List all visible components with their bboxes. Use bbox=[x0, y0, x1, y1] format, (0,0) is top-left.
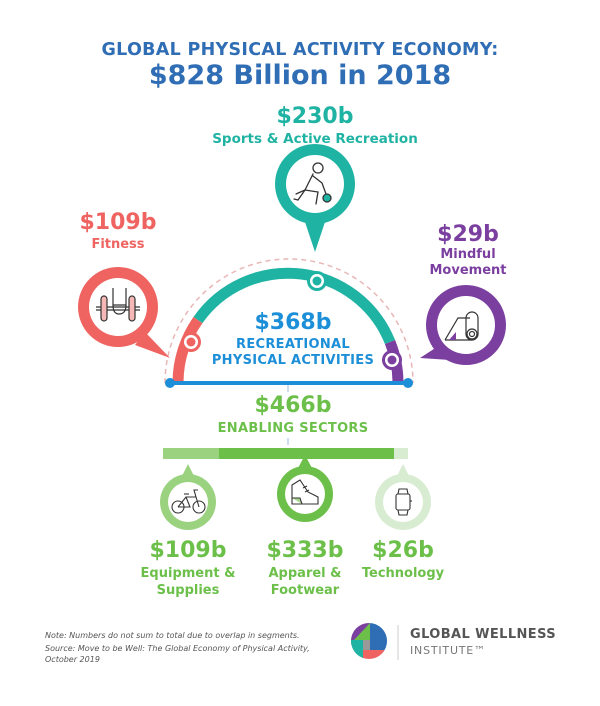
sports-value: $230b bbox=[276, 104, 354, 129]
dashed-outer-arc bbox=[164, 258, 414, 384]
recreational-value: $368b bbox=[254, 310, 332, 335]
sports-arc bbox=[193, 267, 396, 345]
apparel-bar-segment bbox=[219, 448, 394, 459]
yoga-mat-icon bbox=[444, 311, 479, 341]
mindful-node-marker bbox=[382, 350, 402, 370]
technology-label: Technology bbox=[361, 566, 445, 581]
logo-text-line1: GLOBAL WELLNESS bbox=[410, 627, 557, 642]
equipment-value: $109b bbox=[149, 538, 227, 563]
sports-pin bbox=[275, 144, 355, 252]
fitness-node-marker bbox=[181, 332, 201, 352]
enabling-label: ENABLING SECTORS bbox=[217, 421, 369, 436]
fitness-label: Fitness bbox=[91, 237, 145, 252]
sneaker-icon bbox=[291, 479, 319, 505]
dumbbell-icon bbox=[96, 288, 140, 322]
athlete-dribbling-icon bbox=[293, 162, 332, 205]
mindful-pin bbox=[420, 285, 506, 365]
apparel-value: $333b bbox=[266, 538, 344, 563]
mindful-value: $29b bbox=[437, 222, 499, 247]
mindful-label-line2: Movement bbox=[429, 263, 507, 278]
technology-bar-segment bbox=[394, 448, 408, 459]
fitness-pin bbox=[78, 267, 170, 358]
apparel-label-line2: Footwear bbox=[270, 583, 340, 598]
sports-node-marker bbox=[307, 271, 327, 291]
enabling-value: $466b bbox=[254, 393, 332, 418]
title-line1: GLOBAL PHYSICAL ACTIVITY ECONOMY: bbox=[101, 40, 499, 60]
title-line2: $828 Billion in 2018 bbox=[148, 60, 452, 91]
gwi-logo-mark bbox=[351, 623, 387, 659]
equipment-bar-segment bbox=[163, 448, 219, 459]
technology-value: $26b bbox=[372, 538, 434, 563]
logo-text-line2: INSTITUTE™ bbox=[410, 644, 486, 657]
footnote: Note: Numbers do not sum to total due to… bbox=[45, 631, 300, 640]
smartwatch-icon bbox=[395, 488, 412, 516]
apparel-pin bbox=[277, 455, 333, 522]
recreational-label-line1: RECREATIONAL bbox=[236, 337, 350, 352]
sports-label: Sports & Active Recreation bbox=[212, 131, 418, 147]
recreational-label-line2: PHYSICAL ACTIVITIES bbox=[211, 353, 375, 368]
source-line2: October 2019 bbox=[45, 655, 100, 664]
equipment-label-line1: Equipment & bbox=[140, 566, 236, 581]
bicycle-icon bbox=[171, 489, 206, 514]
fitness-arc bbox=[172, 316, 203, 384]
apparel-label-line1: Apparel & bbox=[268, 566, 342, 581]
technology-pin bbox=[375, 464, 431, 530]
equipment-pin bbox=[160, 464, 216, 530]
fitness-value: $109b bbox=[79, 210, 157, 235]
source-line1: Source: Move to be Well: The Global Econ… bbox=[45, 644, 310, 653]
equipment-label-line2: Supplies bbox=[156, 583, 220, 598]
mindful-label-line1: Mindful bbox=[440, 247, 496, 262]
